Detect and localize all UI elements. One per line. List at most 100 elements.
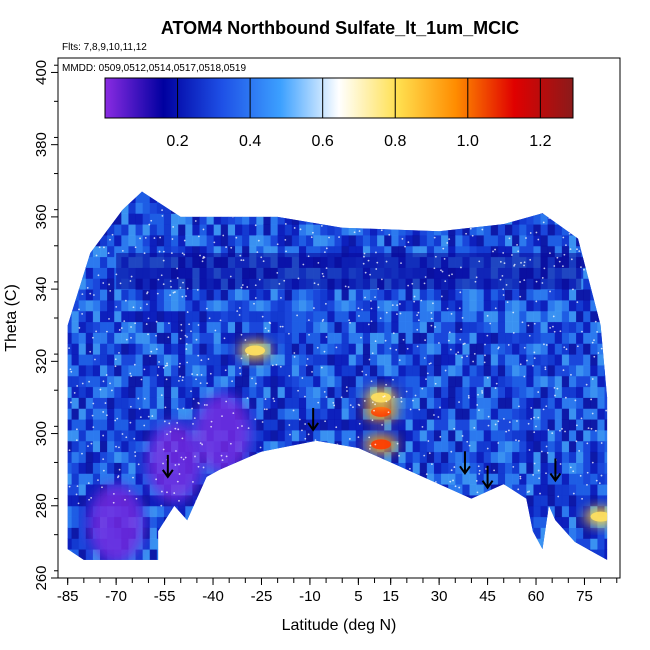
heatmap-cell	[85, 386, 94, 398]
heatmap-cell	[341, 538, 350, 550]
sample-point	[105, 374, 108, 376]
sample-point	[608, 396, 610, 398]
heatmap-cell	[590, 484, 598, 496]
heatmap-cell	[576, 484, 584, 496]
heatmap-cell	[234, 375, 243, 388]
heatmap-cell	[114, 440, 122, 453]
sample-point	[295, 453, 298, 456]
heatmap-cell	[320, 245, 328, 258]
heatmap-cell	[334, 202, 343, 214]
heatmap-cell	[234, 354, 243, 366]
sample-point	[525, 237, 527, 239]
heatmap-cell	[604, 560, 612, 571]
sample-point	[579, 474, 582, 477]
sample-point	[68, 347, 71, 350]
heatmap-cell	[590, 321, 598, 333]
heatmap-cell	[377, 462, 385, 474]
sample-point	[312, 231, 314, 234]
heatmap-cell	[483, 484, 492, 496]
heatmap-cell	[540, 354, 549, 366]
heatmap-cell	[583, 386, 591, 398]
heatmap-cell	[462, 224, 470, 236]
heatmap-cell	[341, 397, 350, 409]
sample-point	[334, 463, 337, 466]
heatmap-cell	[67, 289, 73, 301]
sample-point	[164, 365, 167, 367]
heatmap-cell	[149, 321, 158, 333]
heatmap-cell	[156, 191, 165, 193]
sample-point	[235, 236, 238, 239]
heatmap-cell	[192, 494, 200, 507]
heatmap-cell	[327, 224, 335, 236]
heatmap-cell	[92, 213, 101, 225]
sample-point	[162, 448, 165, 451]
heatmap-cell	[462, 527, 470, 539]
sample-point	[345, 211, 348, 214]
heatmap-cell	[590, 343, 598, 355]
heatmap-cell	[526, 560, 534, 571]
sample-point	[535, 280, 538, 283]
heatmap-cell	[433, 386, 442, 398]
heatmap-cell	[576, 505, 584, 518]
heatmap-cell	[355, 386, 364, 398]
heatmap-cell	[142, 289, 151, 301]
sample-point	[409, 467, 411, 470]
heatmap-cell	[554, 202, 563, 214]
heatmap-cell	[149, 191, 158, 203]
heatmap-cell	[277, 505, 286, 518]
sample-point	[341, 486, 344, 489]
heatmap-cell	[341, 289, 350, 301]
heatmap-cell	[590, 289, 598, 301]
sample-point	[516, 243, 518, 246]
heatmap-cell	[405, 354, 414, 366]
sample-point	[313, 307, 315, 309]
sample-point	[539, 492, 541, 495]
heatmap-cell	[92, 245, 101, 258]
heatmap-cell	[149, 375, 158, 388]
heatmap-cell	[341, 429, 350, 442]
sample-point	[400, 396, 403, 399]
heatmap-cell	[384, 332, 392, 344]
heatmap-cell	[178, 527, 186, 539]
heatmap-cell	[426, 343, 435, 355]
heatmap-cell	[441, 202, 449, 214]
heatmap-cell	[540, 505, 549, 518]
heatmap-cell	[213, 527, 222, 539]
heatmap-cell	[178, 397, 186, 409]
sample-point	[81, 452, 83, 455]
heatmap-cell	[490, 419, 499, 431]
heatmap-cell	[547, 386, 556, 398]
heatmap-cell	[512, 224, 520, 236]
heatmap-cell	[249, 375, 257, 388]
heatmap-cell	[249, 397, 257, 409]
heatmap-cell	[192, 364, 200, 377]
heatmap-cell	[327, 408, 335, 420]
heatmap-cell	[67, 245, 73, 258]
heatmap-cell	[547, 462, 556, 474]
heatmap-cell	[263, 505, 272, 518]
heatmap-cell	[334, 462, 343, 474]
heatmap-cell	[178, 516, 186, 528]
heatmap-cell	[469, 213, 478, 225]
heatmap-cell	[128, 310, 137, 323]
heatmap-cell	[178, 289, 186, 301]
heatmap-cell	[171, 538, 179, 550]
y-tick-label: 300	[33, 421, 50, 446]
heatmap-cell	[540, 527, 549, 539]
heatmap-cell	[128, 419, 137, 431]
heatmap-cell	[448, 397, 456, 409]
heatmap-cell	[92, 473, 101, 485]
sample-point	[535, 213, 537, 215]
heatmap-cell	[441, 321, 449, 333]
heatmap-cell	[348, 527, 357, 539]
heatmap-cell	[227, 310, 236, 323]
sample-point	[333, 404, 336, 407]
heatmap-cell	[576, 397, 584, 409]
sample-point	[471, 234, 474, 237]
sample-point	[395, 348, 398, 351]
heatmap-cell	[405, 245, 414, 258]
heatmap-cell	[370, 354, 378, 366]
heatmap-cell	[533, 527, 542, 539]
sample-point	[427, 440, 430, 442]
sample-point	[576, 301, 579, 304]
